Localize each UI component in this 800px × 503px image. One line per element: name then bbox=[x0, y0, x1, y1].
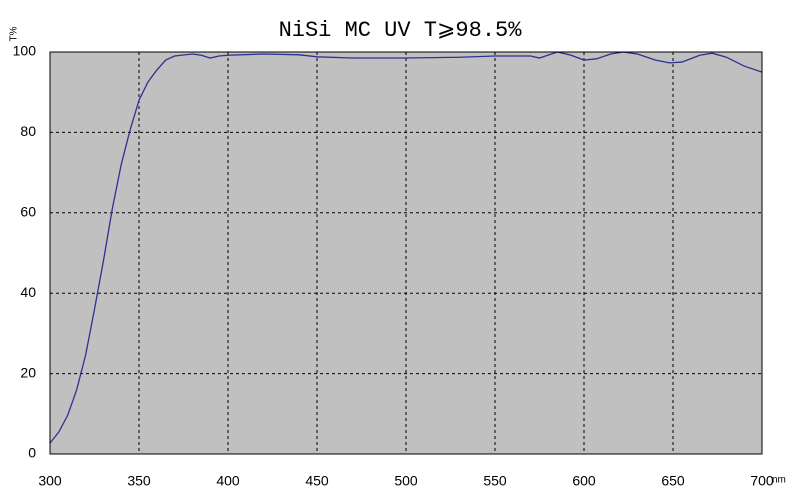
x-tick-label: 400 bbox=[216, 473, 240, 489]
y-tick-label: 0 bbox=[28, 445, 36, 461]
x-tick-label: 700 bbox=[750, 473, 774, 489]
y-axis-label: T% bbox=[9, 26, 20, 41]
chart-title: NiSi MC UV T⩾98.5% bbox=[279, 18, 523, 43]
x-tick-label: 600 bbox=[572, 473, 596, 489]
x-tick-label: 550 bbox=[483, 473, 507, 489]
y-tick-label: 60 bbox=[20, 204, 36, 220]
y-tick-label: 20 bbox=[20, 364, 36, 380]
y-tick-label: 40 bbox=[20, 284, 36, 300]
data-line bbox=[49, 51, 763, 444]
x-tick-label: 350 bbox=[127, 473, 151, 489]
y-tick-label: 80 bbox=[20, 123, 36, 139]
y-tick-label: 100 bbox=[13, 43, 37, 59]
x-tick-label: 300 bbox=[38, 473, 62, 489]
x-tick-label: 450 bbox=[305, 473, 329, 489]
x-tick-label: 500 bbox=[394, 473, 418, 489]
x-axis-label: nm bbox=[772, 475, 786, 486]
x-tick-label: 650 bbox=[661, 473, 685, 489]
plot-border bbox=[49, 51, 763, 455]
